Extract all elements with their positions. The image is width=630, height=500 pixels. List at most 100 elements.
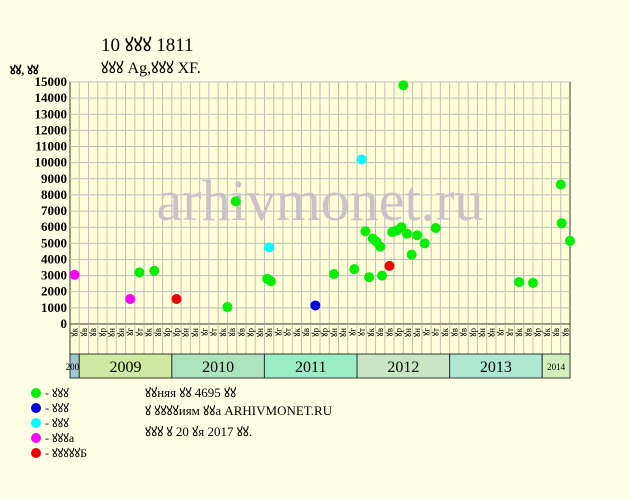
year-label: 2014: [547, 362, 566, 372]
notes: ꙋꙋняя ꙋꙋ 4695 ꙋꙋ ꙋ ꙋꙋꙋꙋиям ꙋꙋа ARHIVMONE…: [145, 385, 333, 439]
x-tick-label: ꙋр: [171, 328, 181, 337]
x-tick-label: ꙋв: [449, 328, 459, 336]
x-tick-label: ꙋв: [551, 328, 561, 336]
year-label: 2009: [110, 359, 142, 376]
x-tick-label: ꙋг: [199, 328, 209, 336]
x-tick-label: ꙋн: [412, 328, 422, 337]
x-tick-label: ꙋт: [431, 328, 441, 336]
y-tick-label: 2000: [41, 284, 67, 299]
x-tick-label: ꙋв: [79, 328, 89, 336]
y-tick-label: 0: [61, 316, 68, 331]
x-tick-label: ꙋк: [218, 327, 228, 336]
legend-marker: [31, 403, 41, 413]
x-tick-label: ꙋг: [125, 328, 135, 336]
year-label: 2010: [202, 359, 234, 376]
data-points: [69, 80, 575, 313]
x-tick-label: ꙋг: [347, 328, 357, 336]
y-tick-label: 7000: [41, 203, 67, 218]
chart-subtitle: ꙋꙋꙋ Ag,ꙋꙋꙋ XF.: [101, 60, 201, 77]
x-tick-label: ꙋк: [292, 327, 302, 336]
legend-label: - ꙋꙋꙋа: [45, 431, 75, 445]
x-tick-label: ꙋн: [338, 328, 348, 337]
y-tick-label: 9000: [41, 171, 67, 186]
data-point: [356, 154, 367, 165]
x-tick-label: ꙋк: [70, 327, 80, 336]
data-point: [430, 223, 441, 234]
y-tick-label: 10000: [35, 155, 68, 170]
data-point: [555, 179, 566, 190]
legend-marker: [31, 418, 41, 428]
legend-label: - ꙋꙋꙋ: [45, 386, 69, 400]
x-tick-label: ꙋт: [209, 328, 219, 336]
data-point: [265, 276, 276, 287]
x-tick-label: ꙋн: [190, 328, 200, 337]
year-cell: [171, 353, 265, 379]
watermark: arhivmonet.ru: [157, 168, 484, 233]
x-axis: ꙋк ꙋв ꙋв ꙋр ꙋн ꙋн ꙋг ꙋт ꙋк ꙋв ꙋр ꙋр ꙋн ꙋн ꙋг ꙋт ꙋк ꙋв ꙋв ꙋр…: [69, 323, 571, 355]
data-point: [398, 80, 409, 91]
x-tick-label: ꙋн: [264, 328, 274, 337]
data-point: [384, 260, 395, 271]
note-line: ꙋꙋꙋ ꙋ 20 ꙋя 2017 ꙋꙋ.: [145, 424, 252, 439]
y-tick-label: 8000: [41, 187, 67, 202]
year-cell: [263, 353, 358, 379]
y-tick-label: 11000: [35, 139, 67, 154]
year-label: 2013: [480, 359, 512, 376]
data-point: [125, 293, 136, 304]
x-tick-label: ꙋв: [560, 328, 570, 336]
year-cell: [356, 353, 451, 379]
x-tick-label: ꙋр: [97, 328, 107, 337]
data-point: [402, 228, 413, 239]
year-label: 2011: [295, 359, 326, 376]
x-tick-label: ꙋн: [486, 328, 496, 337]
year-cell: [541, 353, 571, 379]
x-tick-label: ꙋн: [477, 328, 487, 337]
data-point: [556, 218, 567, 229]
y-tick-label: 15000: [35, 74, 68, 89]
year-label: 2012: [387, 359, 419, 376]
x-tick-label: ꙋн: [329, 328, 339, 337]
data-point: [310, 300, 321, 311]
y-tick-label: 13000: [35, 106, 68, 121]
data-point: [412, 230, 423, 241]
data-point: [230, 196, 241, 207]
legend-marker: [31, 388, 41, 398]
x-tick-label: ꙋн: [181, 328, 191, 337]
y-tick-label: 3000: [41, 268, 67, 283]
x-tick-label: ꙋг: [421, 328, 431, 336]
note-line: ꙋꙋняя ꙋꙋ 4695 ꙋꙋ: [145, 385, 236, 400]
x-tick-label: ꙋр: [468, 328, 478, 337]
data-point: [349, 264, 360, 275]
x-tick-label: ꙋв: [384, 328, 394, 336]
data-point: [328, 268, 339, 279]
x-tick-label: ꙋв: [301, 328, 311, 336]
data-point: [171, 293, 182, 304]
year-label: 2008: [66, 362, 85, 372]
x-tick-label: ꙋг: [496, 328, 506, 336]
x-tick-label: ꙋт: [357, 328, 367, 336]
legend-label: - ꙋꙋꙋ: [45, 401, 69, 415]
x-tick-label: ꙋн: [107, 328, 117, 337]
year-cell: [449, 353, 543, 379]
data-point: [565, 235, 575, 246]
x-tick-label: ꙋк: [440, 327, 450, 336]
x-tick-label: ꙋр: [246, 328, 256, 337]
x-tick-label: ꙋк: [542, 327, 552, 336]
y-tick-label: 1000: [41, 300, 67, 315]
x-tick-label: ꙋв: [227, 328, 237, 336]
x-tick-label: ꙋр: [533, 328, 543, 337]
y-tick-label: 14000: [35, 90, 68, 105]
x-tick-label: ꙋн: [116, 328, 126, 337]
x-tick-label: ꙋв: [459, 328, 469, 336]
data-point: [69, 269, 80, 280]
x-tick-label: ꙋр: [162, 328, 172, 337]
data-point: [375, 241, 386, 252]
x-tick-label: ꙋт: [283, 328, 293, 336]
x-tick-label: ꙋв: [375, 328, 385, 336]
x-tick-label: ꙋк: [144, 327, 154, 336]
data-point: [149, 265, 160, 276]
y-tick-label: 4000: [41, 251, 67, 266]
y-tick-label: 6000: [41, 219, 67, 234]
y-tick-label: 12000: [35, 122, 68, 137]
